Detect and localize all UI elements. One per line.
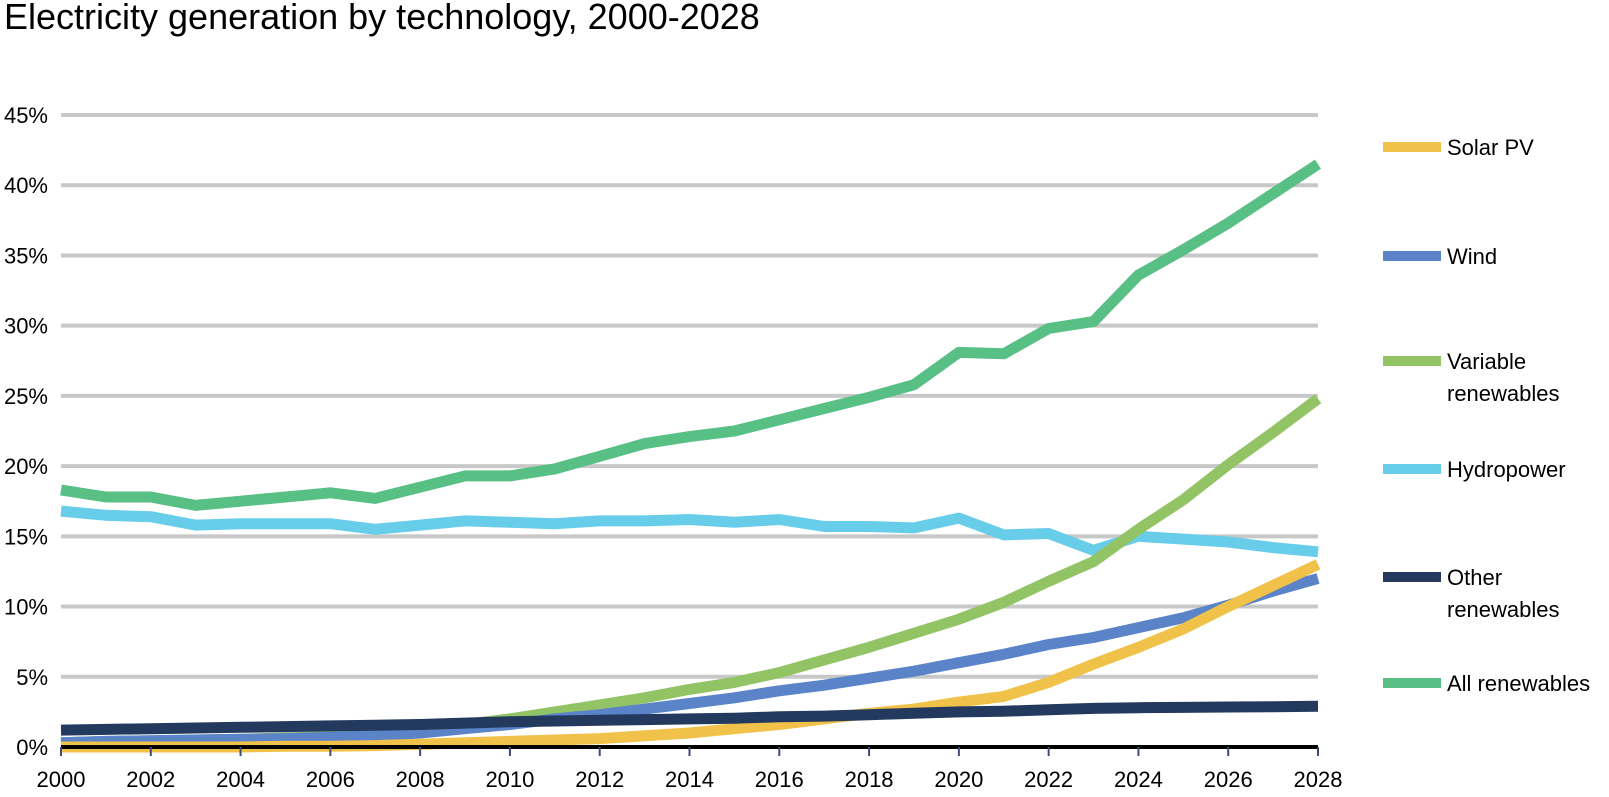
legend-swatch xyxy=(1383,678,1441,688)
legend-item: All renewables xyxy=(1383,668,1609,700)
y-tick-label: 0% xyxy=(16,735,48,760)
y-tick-label: 35% xyxy=(4,243,48,268)
legend-swatch xyxy=(1383,142,1441,152)
x-tick-label: 2000 xyxy=(37,767,86,792)
series-line-other-renewables xyxy=(60,700,1319,736)
x-tick-label: 2026 xyxy=(1204,767,1253,792)
y-tick-label: 40% xyxy=(4,173,48,198)
y-tick-label: 15% xyxy=(4,524,48,549)
series-lines xyxy=(60,159,1322,753)
legend-swatch xyxy=(1383,356,1441,366)
x-tick-label: 2014 xyxy=(665,767,714,792)
x-tick-label: 2004 xyxy=(216,767,265,792)
legend-item: Solar PV xyxy=(1383,132,1609,164)
x-tick-label: 2028 xyxy=(1294,767,1343,792)
x-tick-label: 2020 xyxy=(934,767,983,792)
x-tick-label: 2002 xyxy=(126,767,175,792)
legend-swatch xyxy=(1383,572,1441,582)
y-tick-label: 5% xyxy=(16,665,48,690)
series-line-wind xyxy=(60,573,1320,749)
legend-label: Variable renewables xyxy=(1447,349,1560,406)
grid-lines xyxy=(61,113,1318,679)
legend-label: Other renewables xyxy=(1447,565,1560,622)
x-tick-label: 2022 xyxy=(1024,767,1073,792)
legend-label: Solar PV xyxy=(1447,135,1534,160)
legend-label: Wind xyxy=(1447,244,1498,269)
x-tick-label: 2008 xyxy=(396,767,445,792)
legend-item: Wind xyxy=(1383,241,1609,273)
legend-label: All renewables xyxy=(1447,671,1591,696)
series-line-all-renewables xyxy=(60,159,1322,511)
chart-title: Electricity generation by technology, 20… xyxy=(4,0,760,37)
series-line-variable-renewables xyxy=(60,394,1322,749)
legend-item: Hydropower xyxy=(1383,454,1609,486)
legend-item: Other renewables xyxy=(1383,562,1609,626)
legend-label: Hydropower xyxy=(1447,457,1566,482)
legend-swatch xyxy=(1383,464,1441,474)
x-tick-label: 2018 xyxy=(845,767,894,792)
y-tick-label: 30% xyxy=(4,314,48,339)
x-axis-ticks: 2000 2002 2004 2006 2008 2010 2012 2014 2016 2018… xyxy=(37,747,1343,792)
y-tick-label: 45% xyxy=(4,103,48,128)
legend-item: Variable renewables xyxy=(1383,346,1609,410)
y-axis-ticks: 0% 5% 10% 15% 20% 25% 30% 35% 40% 45% xyxy=(4,103,48,760)
x-tick-label: 2024 xyxy=(1114,767,1163,792)
legend-swatch xyxy=(1383,251,1441,261)
y-tick-label: 20% xyxy=(4,454,48,479)
y-tick-label: 25% xyxy=(4,384,48,409)
x-tick-label: 2012 xyxy=(575,767,624,792)
x-tick-label: 2010 xyxy=(485,767,534,792)
y-tick-label: 10% xyxy=(4,595,48,620)
x-tick-label: 2016 xyxy=(755,767,804,792)
x-tick-label: 2006 xyxy=(306,767,355,792)
